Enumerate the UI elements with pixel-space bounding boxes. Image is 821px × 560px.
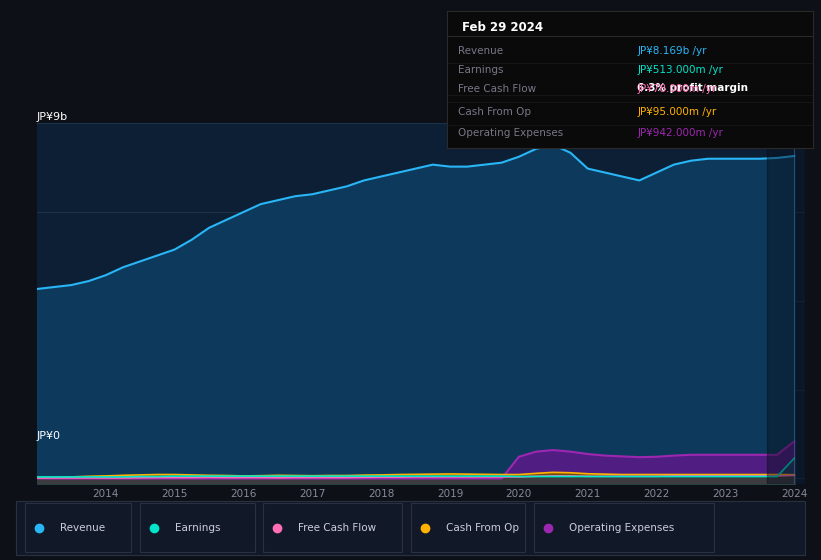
FancyBboxPatch shape — [263, 503, 402, 552]
Text: Cash From Op: Cash From Op — [458, 108, 531, 117]
Text: JP¥942.000m /yr: JP¥942.000m /yr — [637, 128, 723, 138]
Text: Earnings: Earnings — [458, 65, 504, 74]
Text: Revenue: Revenue — [458, 45, 503, 55]
Text: Free Cash Flow: Free Cash Flow — [458, 84, 537, 94]
Text: Feb 29 2024: Feb 29 2024 — [462, 21, 544, 34]
Text: JP¥95.000m /yr: JP¥95.000m /yr — [637, 108, 717, 117]
Text: 6.3% profit margin: 6.3% profit margin — [637, 82, 749, 92]
Text: Free Cash Flow: Free Cash Flow — [298, 523, 376, 533]
Text: Earnings: Earnings — [175, 523, 220, 533]
FancyBboxPatch shape — [25, 503, 131, 552]
Text: JP¥78.000m /yr: JP¥78.000m /yr — [637, 84, 717, 94]
FancyBboxPatch shape — [16, 501, 805, 555]
Text: JP¥513.000m /yr: JP¥513.000m /yr — [637, 65, 723, 74]
Bar — [767, 123, 805, 484]
Text: Operating Expenses: Operating Expenses — [569, 523, 674, 533]
FancyBboxPatch shape — [410, 503, 525, 552]
FancyBboxPatch shape — [140, 503, 255, 552]
Text: JP¥8.169b /yr: JP¥8.169b /yr — [637, 45, 707, 55]
Text: Operating Expenses: Operating Expenses — [458, 128, 564, 138]
FancyBboxPatch shape — [534, 503, 714, 552]
Text: JP¥9b: JP¥9b — [37, 112, 68, 122]
Text: JP¥0: JP¥0 — [37, 431, 61, 441]
Text: Cash From Op: Cash From Op — [446, 523, 519, 533]
Text: Revenue: Revenue — [60, 523, 105, 533]
